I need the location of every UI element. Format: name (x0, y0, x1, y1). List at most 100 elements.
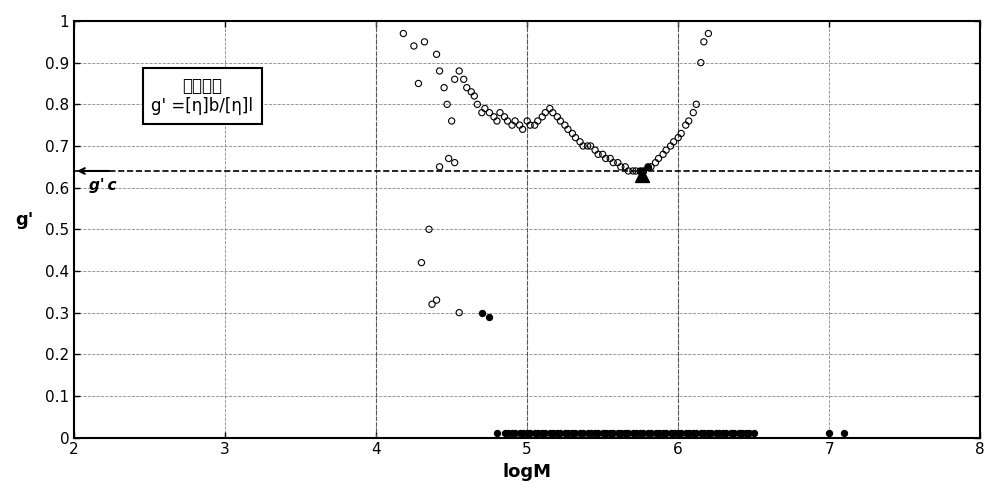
Point (429, 51, 445, 59)
Point (534, 430, 550, 437)
Point (625, 167, 641, 175)
Point (587, 146, 603, 154)
X-axis label: logM: logM (503, 463, 552, 481)
Point (515, 125, 531, 133)
Point (507, 117, 523, 125)
Point (447, 159, 463, 167)
Point (605, 159, 621, 167)
Point (549, 113, 565, 121)
Point (617, 430, 633, 437)
Point (537, 430, 553, 437)
Point (432, 163, 448, 171)
Point (580, 430, 596, 437)
Point (451, 67, 467, 75)
Point (572, 138, 588, 146)
Point (681, 430, 697, 437)
Point (681, 117, 697, 125)
Point (504, 430, 520, 437)
Point (746, 430, 762, 437)
Point (635, 167, 651, 175)
Point (590, 150, 606, 158)
Point (688, 100, 704, 108)
Point (670, 134, 686, 142)
Point (693, 430, 709, 437)
Point (628, 430, 644, 437)
Point (643, 430, 659, 437)
Point (439, 100, 455, 108)
Point (741, 430, 757, 437)
Point (410, 79, 426, 87)
Text: g' c: g' c (89, 178, 117, 193)
Point (617, 163, 633, 171)
Point (542, 105, 558, 113)
Point (718, 430, 734, 437)
Point (640, 163, 656, 171)
Point (655, 150, 671, 158)
Point (545, 109, 561, 117)
Point (583, 142, 599, 150)
Point (658, 146, 674, 154)
Point (567, 430, 583, 437)
Point (643, 163, 659, 171)
Point (413, 258, 429, 266)
Point (575, 430, 591, 437)
Point (658, 430, 674, 437)
Point (723, 430, 739, 437)
Point (489, 117, 505, 125)
Point (666, 430, 682, 437)
Point (564, 129, 580, 137)
Point (711, 430, 727, 437)
Point (595, 430, 611, 437)
Point (497, 113, 513, 121)
Point (522, 430, 538, 437)
Point (595, 150, 611, 158)
Point (552, 117, 568, 125)
Point (648, 430, 664, 437)
Point (610, 159, 626, 167)
Point (481, 109, 497, 117)
Point (545, 430, 561, 437)
Point (492, 109, 508, 117)
Point (560, 125, 576, 133)
Point (632, 430, 648, 437)
Point (489, 430, 505, 437)
Point (587, 430, 603, 437)
Point (456, 75, 472, 83)
Point (634, 171, 650, 179)
Point (519, 430, 535, 437)
Point (696, 430, 712, 437)
Point (527, 430, 543, 437)
Point (504, 121, 520, 129)
Point (481, 313, 497, 321)
Point (731, 430, 747, 437)
Point (613, 430, 629, 437)
Y-axis label: g': g' (15, 211, 33, 229)
Point (590, 430, 606, 437)
Point (635, 167, 651, 175)
Point (821, 430, 837, 437)
Point (530, 430, 546, 437)
Point (463, 88, 479, 96)
Point (500, 430, 516, 437)
Point (477, 105, 493, 113)
Point (663, 142, 679, 150)
Point (500, 117, 516, 125)
Point (836, 430, 852, 437)
Point (708, 430, 724, 437)
Point (507, 430, 523, 437)
Point (678, 430, 694, 437)
Point (583, 430, 599, 437)
Point (673, 129, 689, 137)
Point (567, 134, 583, 142)
Point (416, 38, 432, 46)
Point (610, 430, 626, 437)
Point (564, 430, 580, 437)
Point (444, 117, 460, 125)
Point (557, 121, 573, 129)
Point (602, 155, 618, 163)
Point (685, 109, 701, 117)
Point (663, 430, 679, 437)
Point (522, 121, 538, 129)
Point (421, 225, 437, 233)
Point (613, 163, 629, 171)
